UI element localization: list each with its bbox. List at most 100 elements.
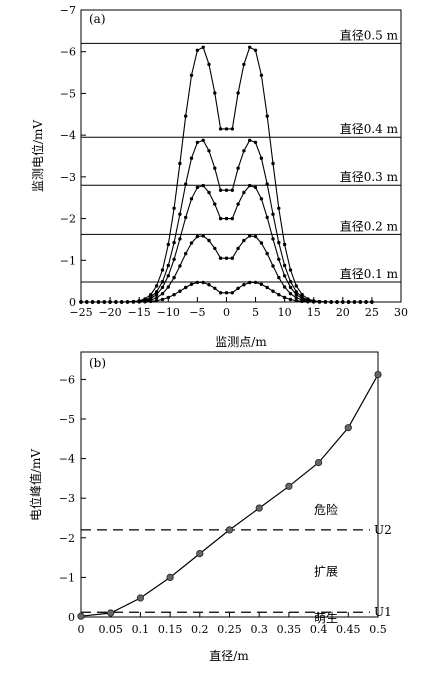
- chart-a-x-tick-label: 25: [365, 306, 379, 319]
- chart-a-y-axis: 0 −1 −2 −3 −4 −5 −6 −7: [60, 4, 86, 309]
- chart-a-point: [271, 212, 275, 216]
- chart-a-x-tick-label: 20: [336, 306, 350, 319]
- chart-a-point: [230, 216, 234, 221]
- chart-a-point: [189, 156, 194, 160]
- chart-a-point: [236, 246, 240, 251]
- chart-a-point: [248, 183, 252, 188]
- chart-a-point: [259, 241, 264, 245]
- chart-a-point: [242, 149, 246, 153]
- chart-a-y-tick-label: −6: [60, 46, 76, 59]
- chart-a-point: [259, 197, 264, 201]
- chart-b-x-tick-label: 0.05: [98, 623, 123, 636]
- chart-b-y-axis: 0 −1 −2 −3 −4 −5 −6: [59, 373, 86, 624]
- chart-a-frame: [80, 9, 402, 303]
- chart-b-x-tick-label: 0: [78, 623, 85, 636]
- chart-a-point: [300, 299, 304, 304]
- chart-b-thresholds: U2 U1: [81, 523, 392, 619]
- chart-a-point: [294, 292, 298, 297]
- chart-a-x-tick-label: −25: [69, 306, 92, 319]
- chart-a-point: [282, 263, 287, 268]
- chart-a-point: [294, 284, 298, 288]
- chart-a-point: [300, 292, 304, 297]
- chart-a-point: [207, 62, 211, 67]
- chart-a-point: [207, 238, 211, 243]
- chart-a-x-tick-label: −15: [128, 306, 151, 319]
- chart-a-y-tick-label: −4: [60, 129, 76, 142]
- chart-a-point: [224, 127, 229, 131]
- chart-a-x-tick-label: 15: [307, 306, 321, 319]
- chart-a-point: [277, 293, 281, 297]
- chart-a-point: [184, 215, 188, 220]
- chart-a-point: [137, 300, 141, 304]
- chart-a-point: [172, 293, 176, 297]
- chart-a-y-tick-label: 0: [69, 296, 76, 309]
- chart-a-reference-label: 直径0.1 m: [340, 267, 399, 281]
- chart-a-point: [154, 292, 159, 297]
- chart-a-point: [282, 295, 287, 300]
- chart-b-zone-label: 扩展: [314, 564, 338, 578]
- chart-a-point: [230, 291, 234, 295]
- chart-a-x-tick-label: 30: [394, 306, 408, 319]
- chart-a-point: [271, 289, 275, 293]
- chart-a-point: [207, 149, 211, 153]
- chart-a-point: [346, 300, 351, 304]
- chart-a-point: [253, 140, 258, 145]
- chart-a-point: [253, 234, 258, 239]
- chart-a-point: [154, 299, 159, 303]
- chart-a-point: [236, 286, 240, 290]
- chart-a-point: [358, 300, 362, 304]
- chart-a-point: [166, 263, 170, 268]
- chart-b-x-tick-label: 0.2: [191, 623, 209, 636]
- chart-b-series-line: [80, 374, 379, 617]
- chart-a-series-line: [81, 46, 372, 303]
- chart-a-point: [323, 300, 328, 304]
- chart-a-point: [242, 190, 246, 195]
- chart-a-point: [218, 188, 223, 192]
- chart-a-point: [218, 291, 223, 295]
- chart-b-y-tick-label: −3: [59, 492, 75, 505]
- chart-b-series: [77, 370, 382, 620]
- chart-a-point: [149, 292, 153, 297]
- chart-a-y-axis-title: 监测电位/mV: [30, 120, 45, 192]
- chart-a-series: [79, 45, 374, 304]
- chart-a-point: [288, 297, 293, 302]
- chart-a-point: [224, 291, 229, 295]
- chart-a-point: [131, 300, 136, 304]
- chart-a-point: [242, 62, 246, 67]
- chart-b-y-tick-label: −6: [59, 373, 75, 386]
- chart-a-point: [178, 212, 182, 216]
- chart-a-point: [294, 296, 298, 300]
- chart-a-point: [166, 242, 170, 247]
- chart-a-point: [166, 295, 170, 300]
- chart-a-x-tick-label: −10: [157, 306, 180, 319]
- chart-a-point: [288, 292, 293, 296]
- chart-a-point: [265, 215, 269, 220]
- chart-a-point: [195, 140, 200, 145]
- chart-a-point: [154, 284, 159, 288]
- chart-a-reference-lines: 直径0.5 m 直径0.4 m 直径0.3 m 直径0.2 m 直径0.1 m: [81, 28, 401, 283]
- chart-a-point: [230, 127, 234, 131]
- chart-a-point: [120, 300, 124, 304]
- chart-a-point: [282, 274, 287, 278]
- chart-a-reference-label: 直径0.5 m: [340, 28, 399, 42]
- chart-a-point: [224, 256, 229, 260]
- chart-a-point: [184, 251, 188, 256]
- chart-a-panel-label: (a): [89, 12, 106, 26]
- chart-a-point: [189, 73, 194, 78]
- chart-a-point: [213, 202, 217, 206]
- chart-b-x-tick-label: 0.1: [132, 623, 150, 636]
- chart-a-point: [224, 188, 229, 192]
- chart-b-zone-label: 危险: [314, 502, 338, 517]
- chart-a-point: [213, 246, 217, 251]
- chart-a-point: [218, 216, 223, 221]
- chart-a-y-tick-label: −3: [60, 171, 76, 184]
- chart-a-point: [288, 285, 293, 290]
- chart-a-point: [329, 300, 333, 304]
- chart-b-point: [107, 609, 115, 617]
- chart-b-panel-label: (b): [89, 356, 106, 370]
- chart-a-point: [242, 283, 246, 287]
- chart-a-y-tick-label: −2: [60, 213, 76, 226]
- chart-a-point: [195, 185, 200, 190]
- chart-a-reference-label: 直径0.3 m: [340, 170, 399, 184]
- chart-b-point: [374, 370, 382, 379]
